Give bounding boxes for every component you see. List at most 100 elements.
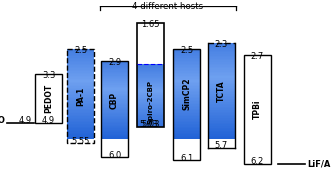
Bar (137, 79, 164, 81)
Bar (208, 68, 235, 70)
Bar (208, 139, 235, 148)
Bar (101, 113, 128, 114)
Bar (208, 57, 235, 59)
Bar (67, 61, 94, 63)
Bar (137, 71, 164, 72)
Bar (173, 121, 201, 122)
Bar (101, 127, 128, 129)
Bar (173, 50, 201, 52)
Bar (101, 108, 128, 109)
Bar (101, 65, 128, 67)
Bar (101, 136, 128, 137)
Bar (208, 96, 235, 97)
Bar (137, 72, 164, 73)
Bar (67, 64, 94, 65)
Bar (101, 135, 128, 136)
Bar (173, 100, 201, 101)
Bar (173, 113, 201, 115)
Bar (208, 65, 235, 67)
Bar (67, 121, 94, 122)
Bar (101, 115, 128, 117)
Bar (67, 52, 94, 53)
Bar (67, 103, 94, 104)
Bar (173, 49, 201, 160)
Text: LiF/Al: LiF/Al (307, 159, 331, 168)
Bar (67, 50, 94, 52)
Bar (137, 103, 164, 104)
Bar (173, 125, 201, 127)
Bar (67, 134, 94, 136)
Bar (208, 94, 235, 96)
Bar (173, 57, 201, 58)
Bar (173, 103, 201, 104)
Bar (67, 81, 94, 82)
Bar (67, 76, 94, 77)
Bar (137, 97, 164, 98)
Bar (208, 44, 235, 46)
Bar (208, 115, 235, 116)
Text: 5.03: 5.03 (139, 120, 158, 129)
Bar (67, 107, 94, 109)
Bar (137, 87, 164, 88)
Bar (137, 94, 164, 95)
Bar (173, 63, 201, 64)
Bar (101, 86, 128, 87)
Bar (208, 83, 235, 84)
Bar (208, 123, 235, 124)
Text: 2.3: 2.3 (215, 40, 228, 49)
Bar (67, 63, 94, 64)
Bar (208, 124, 235, 126)
Bar (137, 76, 164, 77)
Bar (173, 110, 201, 112)
Bar (67, 88, 94, 89)
Text: 6.0: 6.0 (108, 150, 121, 160)
Bar (67, 67, 94, 68)
Bar (208, 134, 235, 136)
Bar (137, 91, 164, 92)
Bar (208, 126, 235, 128)
Bar (137, 83, 164, 84)
Bar (173, 68, 201, 70)
Bar (101, 88, 128, 90)
Bar (208, 91, 235, 92)
Bar (101, 109, 128, 110)
Bar (173, 131, 201, 133)
Bar (173, 76, 201, 77)
Bar (173, 82, 201, 83)
Bar (137, 124, 164, 125)
Bar (67, 86, 94, 88)
Bar (101, 67, 128, 68)
Bar (67, 136, 94, 137)
Bar (67, 97, 94, 98)
Bar (137, 126, 164, 128)
Bar (173, 136, 201, 137)
Bar (173, 77, 201, 79)
Bar (137, 120, 164, 122)
Bar (208, 107, 235, 108)
Bar (137, 133, 164, 134)
Bar (67, 58, 94, 60)
Bar (101, 118, 128, 119)
Bar (67, 119, 94, 121)
Bar (67, 130, 94, 131)
Bar (67, 49, 94, 143)
Bar (67, 131, 94, 133)
Bar (208, 76, 235, 78)
Bar (67, 98, 94, 100)
Bar (173, 81, 201, 82)
Bar (67, 55, 94, 57)
Text: 4.9: 4.9 (19, 116, 32, 125)
Bar (173, 49, 201, 50)
Bar (208, 105, 235, 107)
Bar (137, 81, 164, 82)
Bar (101, 68, 128, 69)
Bar (67, 115, 94, 116)
Bar (173, 53, 201, 55)
Bar (67, 113, 94, 115)
Bar (173, 115, 201, 116)
Bar (137, 138, 164, 139)
Bar (137, 98, 164, 99)
Bar (173, 98, 201, 100)
Bar (137, 69, 164, 71)
Bar (67, 60, 94, 61)
